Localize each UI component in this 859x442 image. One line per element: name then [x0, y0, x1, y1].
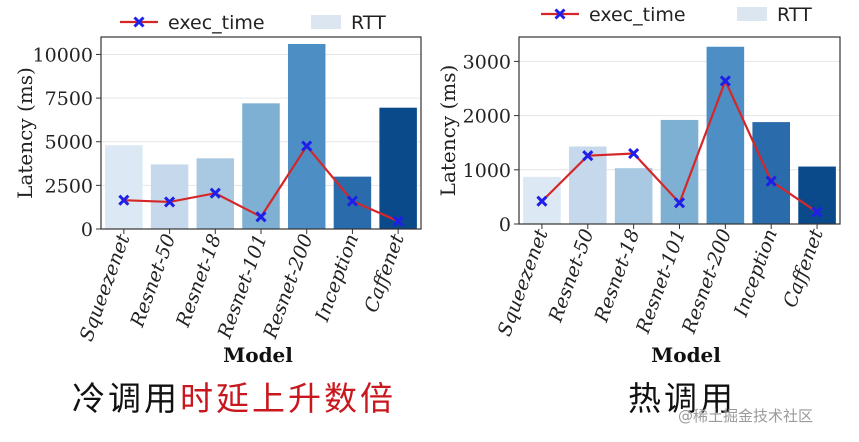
chart2-x-tick-label: Resnet-50 — [544, 226, 598, 326]
chart2-x-tick-label: Caffenet — [779, 226, 828, 311]
chart1-y-axis-label: Latency (ms) — [13, 67, 37, 199]
cold-call-caption-highlight: 时延上升数倍 — [180, 379, 396, 418]
chart1-y-tick-label: 7500 — [45, 88, 93, 110]
warm-call-caption: 热调用 — [628, 372, 736, 420]
chart2-bar-inception — [752, 122, 791, 224]
chart2-y-tick-label: 2000 — [463, 106, 511, 128]
chart1-exec-time-point — [118, 194, 130, 206]
chart2-exec-time-point — [628, 147, 640, 160]
chart2-exec-time-point — [719, 75, 731, 87]
chart2-bar-resnet-200 — [706, 46, 745, 224]
chart2-legend-marker-swatch — [554, 8, 566, 20]
chart1-legend-rtt-swatch — [311, 15, 341, 29]
chart1-exec-time-point — [392, 215, 404, 227]
chart1-bar-squeezenet — [105, 145, 143, 229]
chart1-exec-time-point — [255, 211, 267, 223]
chart2-exec-time-point — [765, 175, 777, 187]
chart2-legend-rtt-swatch — [737, 7, 767, 21]
chart1-exec-time-point — [301, 140, 313, 152]
cold-call-caption: 冷调用时延上升数倍 — [72, 372, 396, 420]
chart1-x-tick-label: Resnet-50 — [126, 231, 180, 331]
chart1-bar-resnet-200 — [287, 43, 326, 230]
chart2-bar-resnet-101 — [660, 119, 699, 224]
chart2-legend-exec-time-label: exec_time — [589, 4, 686, 26]
chart1-y-tick-label: 10000 — [33, 44, 93, 66]
chart1-y-tick-label: 2500 — [45, 175, 93, 197]
chart2-x-tick-label: Squeezenet — [494, 226, 553, 339]
chart2-y-tick-label: 1000 — [463, 160, 511, 182]
chart2-x-axis-label: Model — [651, 343, 721, 367]
chart1-exec-time-point — [209, 187, 221, 199]
chart2-bar-caffenet — [798, 166, 836, 224]
chart2-legend-rtt-label: RTT — [777, 4, 812, 26]
chart1-y-tick-label: 0 — [81, 219, 93, 241]
chart1-x-tick-label: Resnet-18 — [172, 231, 226, 331]
chart2-y-tick-label: 0 — [499, 214, 511, 236]
chart1-x-tick-label: Squeezenet — [75, 231, 134, 344]
chart2-exec-time-point — [582, 150, 594, 162]
chart1-exec-time-point — [164, 196, 176, 208]
chart2-exec-time-point — [811, 206, 823, 218]
chart1-bar-resnet-101 — [242, 103, 280, 229]
chart2-y-axis-label: Latency (ms) — [436, 65, 460, 197]
chart2-bar-resnet-18 — [614, 168, 653, 224]
chart2-x-tick-label: Inception — [730, 226, 782, 320]
chart1-x-tick-label: Inception — [311, 231, 363, 325]
chart1-bar-resnet-50 — [150, 164, 189, 229]
chart1-y-tick-label: 5000 — [45, 132, 93, 154]
chart1-x-tick-label: Caffenet — [360, 231, 409, 316]
chart2-bar-resnet-50 — [568, 146, 607, 224]
cold-call-caption-label: 冷调用 — [72, 379, 180, 418]
chart2-x-tick-label: Resnet-18 — [590, 226, 644, 326]
chart1-legend-marker-swatch — [133, 16, 145, 28]
warm-call-caption-label: 热调用 — [628, 379, 736, 418]
chart2-exec-time-point — [673, 197, 686, 209]
chart1-legend-rtt-label: RTT — [351, 12, 386, 34]
watermark: @稀土掘金技术社区 — [678, 407, 814, 425]
chart2-exec-time-point — [536, 195, 548, 207]
chart2-y-tick-label: 3000 — [463, 51, 511, 73]
chart1-exec-time-point — [346, 195, 358, 207]
chart1-bar-caffenet — [379, 107, 417, 229]
chart1-legend-exec-time-label: exec_time — [168, 12, 265, 34]
chart1-x-axis-label: Model — [223, 343, 293, 367]
